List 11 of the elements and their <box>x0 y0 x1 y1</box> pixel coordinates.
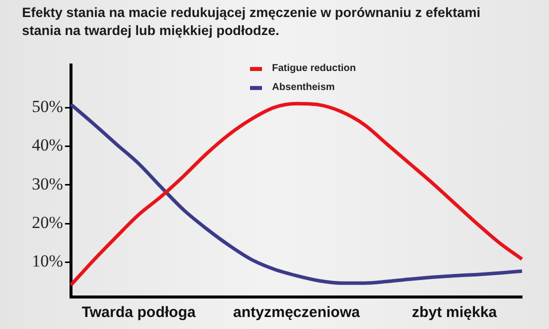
x-tick-label: antyzmęczeniowa <box>233 304 361 322</box>
chart-title: Efekty stania na macie redukującej zmęczenie w porównaniu z efektami stania na twardej lub miękkiej podłodze. <box>22 4 482 40</box>
legend-label: Absentheism <box>272 82 335 93</box>
y-tick-label: 20% <box>32 213 63 232</box>
y-tick-label: 50% <box>32 97 63 116</box>
y-tick-label: 10% <box>32 252 63 271</box>
x-tick-label: zbyt miękka <box>412 304 498 322</box>
x-tick-label: Twarda podłoga <box>82 304 196 322</box>
legend-label: Fatigue reduction <box>272 63 356 74</box>
y-tick-label: 30% <box>32 174 63 194</box>
y-tick-label: 40% <box>32 136 63 155</box>
